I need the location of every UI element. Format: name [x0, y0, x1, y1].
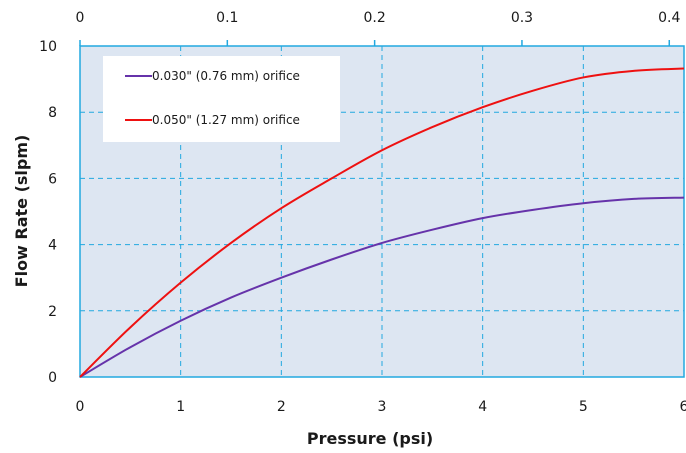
series-line-1	[79, 196, 685, 378]
series-line-2	[79, 67, 685, 378]
secondary-x-tick-label: 0.3	[511, 10, 533, 26]
secondary-x-tick-label: 0.4	[658, 10, 680, 26]
y-axis-ticks: 0 2 4 6 8 10	[39, 39, 57, 386]
secondary-x-tick-label: 0.2	[364, 10, 386, 26]
legend-label-series-2: 0.050" (1.27 mm) orifice	[152, 113, 300, 127]
x-tick-label: 6	[680, 399, 686, 415]
legend: 0.030" (0.76 mm) orifice 0.050" (1.27 mm…	[103, 56, 340, 142]
x-tick-label: 4	[478, 399, 487, 415]
secondary-x-axis-ticks: 0 0.1 0.2 0.3 0.4	[76, 10, 680, 46]
y-tick-label: 6	[48, 171, 57, 187]
y-axis-label: Flow Rate (slpm)	[12, 135, 31, 288]
x-axis-label: Pressure (psi)	[307, 429, 433, 448]
secondary-x-tick-label: 0.1	[216, 10, 238, 26]
y-tick-label: 2	[48, 304, 57, 320]
x-tick-label: 3	[378, 399, 387, 415]
x-tick-label: 0	[76, 399, 85, 415]
x-axis-ticks: 0 1 2 3 4 5 6	[76, 399, 686, 415]
plot-frame	[79, 45, 685, 378]
y-tick-label: 0	[48, 370, 57, 386]
legend-box	[103, 56, 340, 142]
x-tick-label: 5	[579, 399, 588, 415]
y-tick-label: 4	[48, 238, 57, 254]
legend-label-series-1: 0.030" (0.76 mm) orifice	[152, 69, 300, 83]
x-tick-label: 1	[176, 399, 185, 415]
series-lines	[79, 67, 685, 378]
y-tick-label: 10	[39, 39, 57, 55]
x-tick-label: 2	[277, 399, 286, 415]
secondary-x-tick-label: 0	[76, 10, 85, 26]
y-tick-label: 8	[48, 105, 57, 121]
